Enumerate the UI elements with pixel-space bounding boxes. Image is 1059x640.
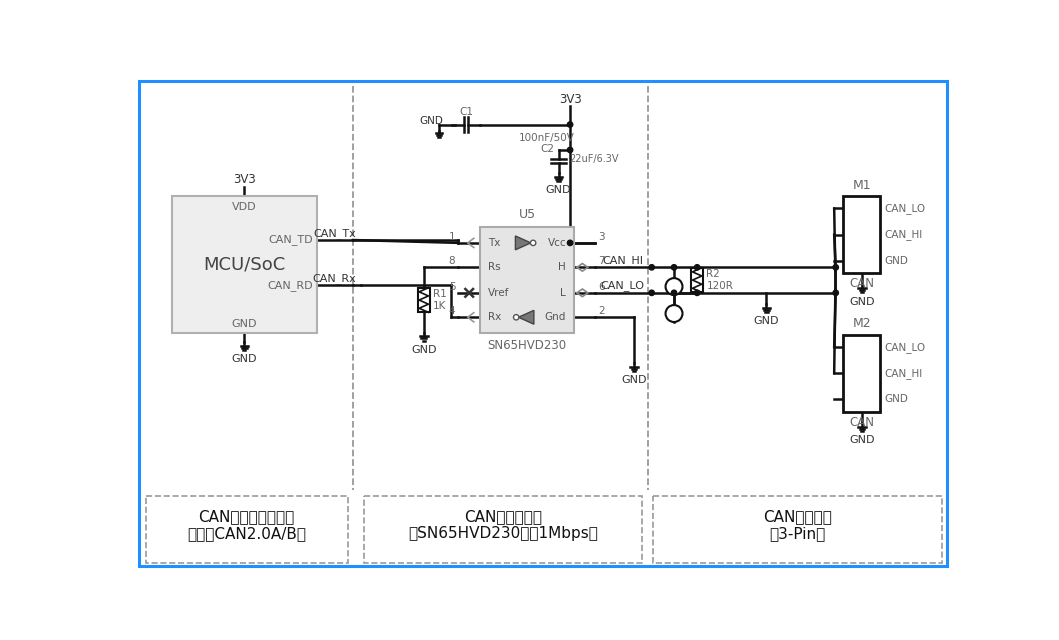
Text: Rs: Rs bbox=[488, 262, 500, 273]
Text: CAN_HI: CAN_HI bbox=[884, 368, 922, 379]
Text: R2: R2 bbox=[706, 269, 720, 279]
Circle shape bbox=[695, 264, 700, 270]
Text: 8: 8 bbox=[449, 256, 455, 266]
Text: 1: 1 bbox=[449, 232, 455, 242]
Text: Vref: Vref bbox=[488, 288, 509, 298]
Text: （SN65HVD230支持1Mbps）: （SN65HVD230支持1Mbps） bbox=[408, 526, 598, 541]
Polygon shape bbox=[516, 236, 531, 250]
Text: CAN_Rx: CAN_Rx bbox=[312, 273, 356, 284]
Text: 1: 1 bbox=[848, 394, 855, 404]
Bar bbox=[417, 288, 430, 312]
Text: C2: C2 bbox=[540, 144, 554, 154]
Text: 3: 3 bbox=[598, 232, 605, 242]
Text: 7: 7 bbox=[598, 256, 605, 266]
Bar bbox=[146, 495, 347, 563]
Text: （兼容CAN2.0A/B）: （兼容CAN2.0A/B） bbox=[187, 526, 306, 541]
Text: CAN总线插座: CAN总线插座 bbox=[762, 509, 831, 524]
Text: GND: GND bbox=[849, 296, 875, 307]
Text: 120R: 120R bbox=[706, 281, 733, 291]
Text: Rx: Rx bbox=[488, 312, 501, 323]
Text: U5: U5 bbox=[519, 208, 536, 221]
Text: CAN_Tx: CAN_Tx bbox=[313, 228, 356, 239]
Circle shape bbox=[531, 240, 536, 246]
Text: CAN_HI: CAN_HI bbox=[884, 229, 922, 240]
Text: Gnd: Gnd bbox=[544, 312, 567, 323]
Polygon shape bbox=[519, 310, 534, 324]
Text: GND: GND bbox=[232, 319, 257, 329]
Text: GND: GND bbox=[411, 345, 436, 355]
Circle shape bbox=[671, 264, 677, 270]
Circle shape bbox=[833, 290, 839, 296]
Text: 3: 3 bbox=[848, 342, 855, 352]
Text: CAN: CAN bbox=[849, 277, 875, 291]
Text: CAN总线协议控制器: CAN总线协议控制器 bbox=[198, 509, 294, 524]
Text: H: H bbox=[558, 262, 567, 273]
Text: 4: 4 bbox=[449, 306, 455, 316]
Text: VDD: VDD bbox=[232, 202, 256, 212]
Text: 3: 3 bbox=[848, 204, 855, 214]
Text: Tx: Tx bbox=[488, 238, 500, 248]
Text: CAN_LO: CAN_LO bbox=[600, 280, 645, 291]
Text: R1: R1 bbox=[433, 289, 447, 299]
Text: MCU/SoC: MCU/SoC bbox=[203, 255, 286, 274]
Text: GND: GND bbox=[232, 355, 257, 364]
Text: GND: GND bbox=[884, 394, 909, 404]
Text: —: — bbox=[668, 307, 680, 320]
Text: CAN_TD: CAN_TD bbox=[268, 234, 312, 246]
Text: GND: GND bbox=[754, 316, 779, 326]
Text: L: L bbox=[560, 288, 567, 298]
Text: 1K: 1K bbox=[433, 301, 447, 311]
Text: 6: 6 bbox=[598, 282, 605, 292]
Text: 2: 2 bbox=[848, 230, 855, 239]
Bar bbox=[480, 227, 574, 333]
Text: CAN_LO: CAN_LO bbox=[884, 342, 926, 353]
Text: 3V3: 3V3 bbox=[233, 173, 255, 186]
Circle shape bbox=[665, 278, 682, 295]
Text: 1: 1 bbox=[848, 256, 855, 266]
Text: GND: GND bbox=[419, 116, 444, 127]
Text: （3-Pin）: （3-Pin） bbox=[769, 526, 825, 541]
Text: Vcc: Vcc bbox=[548, 238, 567, 248]
Bar bbox=[843, 335, 880, 412]
Circle shape bbox=[568, 147, 573, 153]
Circle shape bbox=[695, 290, 700, 296]
Circle shape bbox=[649, 264, 654, 270]
Text: CAN_RD: CAN_RD bbox=[267, 280, 312, 291]
Text: CAN_HI: CAN_HI bbox=[602, 255, 643, 266]
Text: 3V3: 3V3 bbox=[559, 93, 581, 106]
Bar bbox=[653, 495, 943, 563]
Text: M1: M1 bbox=[852, 179, 872, 192]
Circle shape bbox=[514, 315, 519, 320]
Text: 2: 2 bbox=[848, 368, 855, 378]
Circle shape bbox=[568, 122, 573, 127]
Circle shape bbox=[665, 305, 682, 322]
Circle shape bbox=[568, 240, 573, 246]
Text: GND: GND bbox=[545, 185, 571, 195]
Text: 22uF/6.3V: 22uF/6.3V bbox=[570, 154, 618, 164]
Circle shape bbox=[671, 290, 677, 296]
Text: M2: M2 bbox=[852, 317, 872, 330]
Bar bbox=[690, 268, 703, 292]
Text: 2: 2 bbox=[670, 282, 678, 292]
Text: CAN_LO: CAN_LO bbox=[884, 203, 926, 214]
Text: CAN总线收发器: CAN总线收发器 bbox=[464, 509, 542, 524]
Bar bbox=[172, 196, 317, 333]
Bar bbox=[363, 495, 643, 563]
Text: C1: C1 bbox=[460, 108, 473, 117]
Text: 2: 2 bbox=[598, 306, 605, 316]
Circle shape bbox=[833, 264, 839, 270]
Text: 5: 5 bbox=[449, 282, 455, 292]
Text: GND: GND bbox=[622, 375, 647, 385]
Text: GND: GND bbox=[884, 256, 909, 266]
Text: 100nF/50V: 100nF/50V bbox=[519, 133, 575, 143]
Text: SN65HVD230: SN65HVD230 bbox=[487, 339, 567, 352]
Bar bbox=[843, 196, 880, 273]
Circle shape bbox=[649, 290, 654, 296]
Text: CAN: CAN bbox=[849, 416, 875, 429]
Text: GND: GND bbox=[849, 435, 875, 445]
